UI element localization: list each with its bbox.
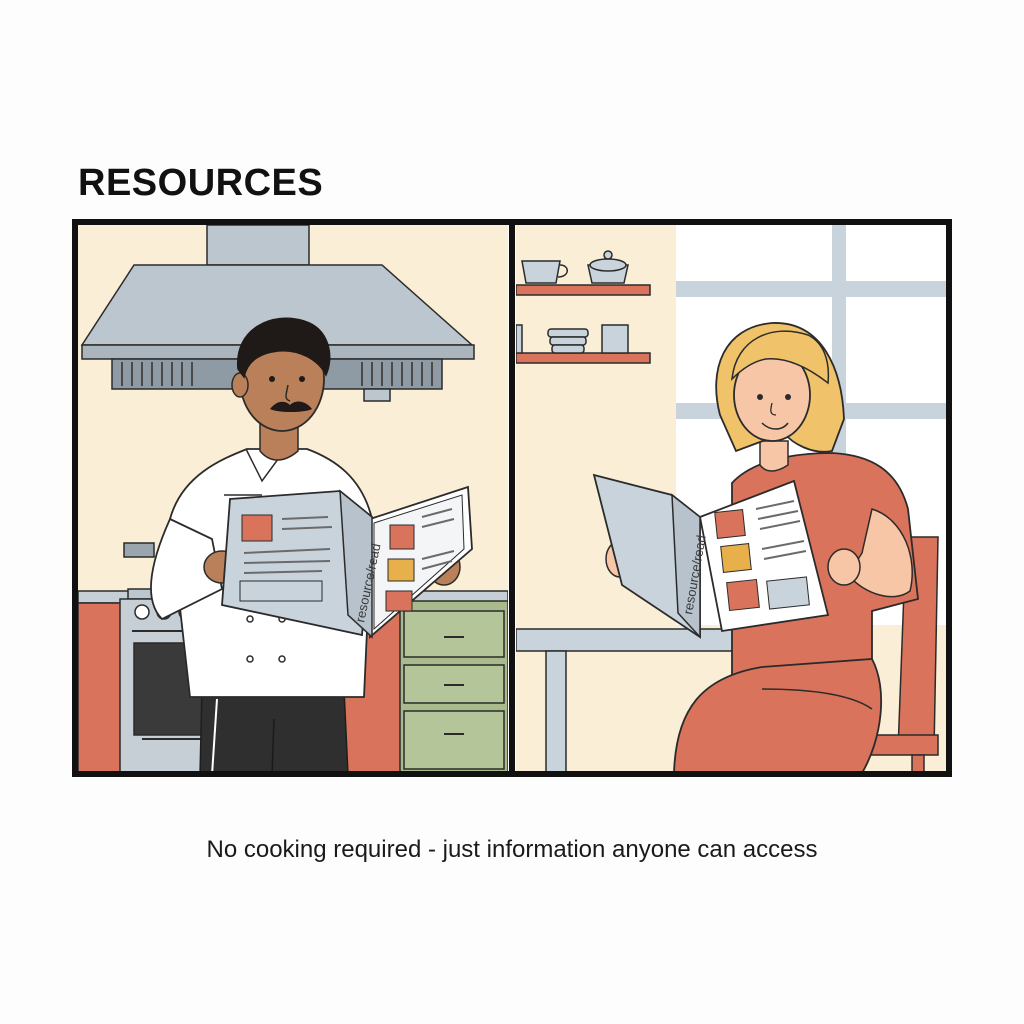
caption: No cooking required - just information a… xyxy=(206,836,818,863)
panel-left-chef: resource/read xyxy=(78,225,508,771)
page-title: RESOURCES xyxy=(78,162,324,204)
panel-right-reader: resource/read xyxy=(516,225,946,771)
kitchen-shelves xyxy=(516,250,651,364)
book-left: resource/read xyxy=(221,485,473,639)
green-drawers xyxy=(399,600,508,771)
book-right: resource/read xyxy=(592,473,830,639)
comic-panels: resource/read xyxy=(72,219,952,777)
